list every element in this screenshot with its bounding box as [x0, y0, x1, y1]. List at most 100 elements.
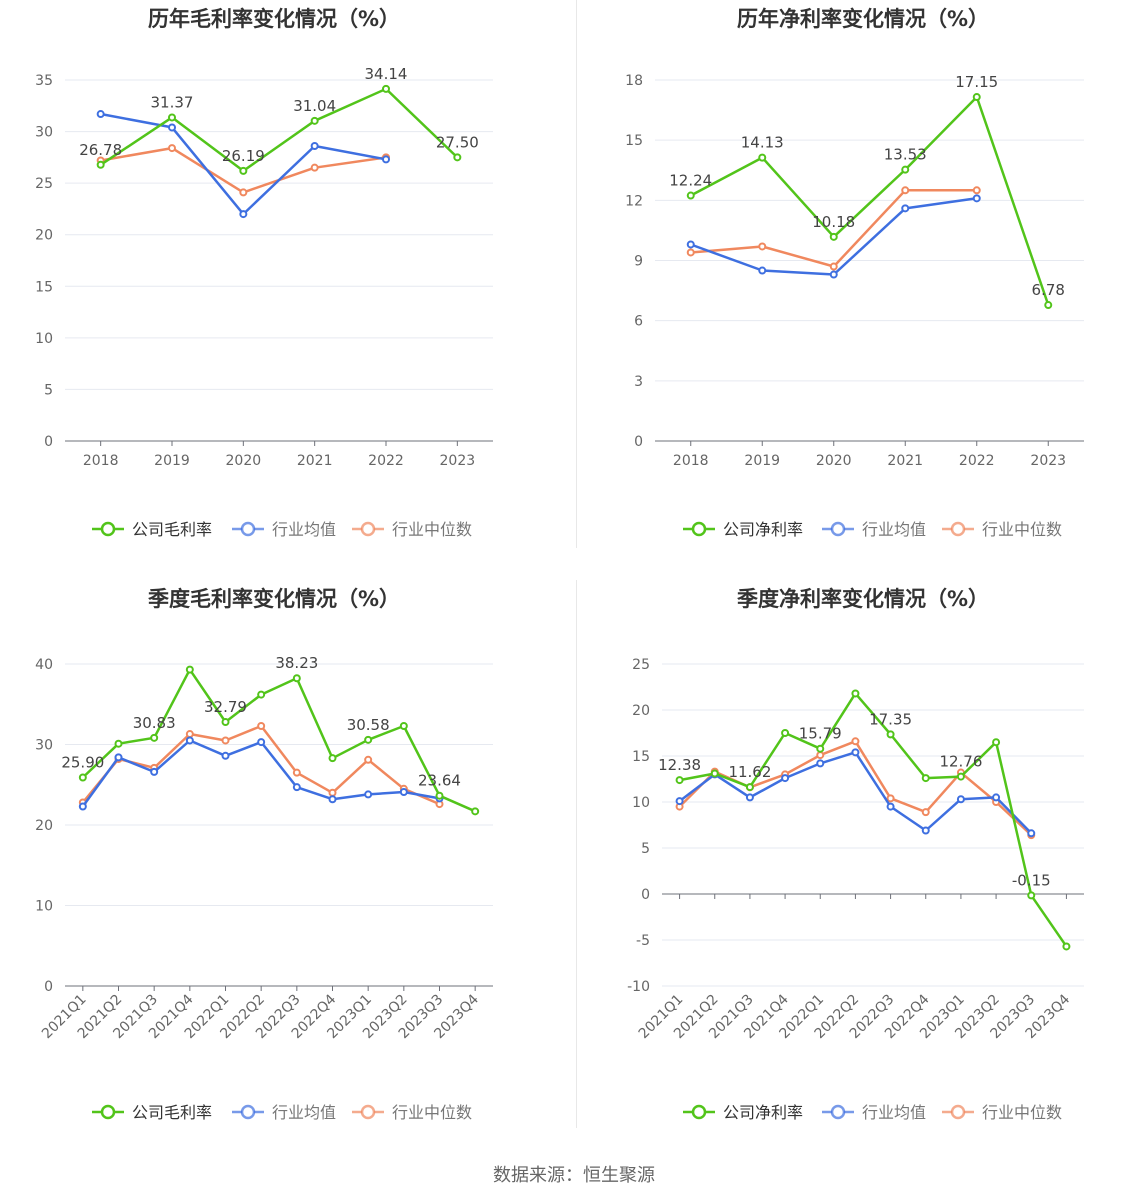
data-point-company — [992, 738, 1001, 747]
legend-label: 公司毛利率 — [132, 520, 212, 539]
data-point-avg — [382, 155, 390, 164]
data-point-company — [686, 191, 695, 200]
data-point-avg — [972, 194, 981, 203]
data-point-median — [972, 186, 981, 195]
data-point-company — [185, 665, 194, 674]
data-point-company — [745, 783, 754, 792]
legend-item-avg[interactable]: 行业均值 — [822, 520, 926, 539]
data-point-company — [471, 807, 480, 816]
legend-marker — [950, 521, 966, 537]
y-tick-label: 15 — [35, 279, 53, 295]
data-point-median — [292, 768, 301, 777]
data-label: 12.76 — [939, 753, 982, 771]
data-label: 31.04 — [293, 97, 336, 115]
data-point-avg — [851, 748, 860, 757]
y-tick-label: 10 — [632, 795, 650, 811]
data-point-avg — [239, 210, 248, 219]
y-tick-label: 12 — [625, 193, 643, 209]
legend-label: 行业均值 — [862, 520, 926, 539]
data-point-avg — [1027, 829, 1036, 838]
x-tick-label: 2021 — [297, 453, 333, 469]
y-tick-label: 20 — [35, 228, 53, 244]
legend-item-company[interactable]: 公司净利率 — [683, 1103, 803, 1122]
data-label: 26.78 — [79, 141, 122, 159]
chart-title: 历年毛利率变化情况（%） — [148, 7, 400, 31]
y-tick-label: 15 — [632, 749, 650, 765]
y-tick-label: 10 — [35, 899, 53, 915]
y-tick-label: 25 — [35, 176, 53, 192]
data-point-company — [96, 160, 105, 169]
data-label: 17.15 — [955, 73, 998, 91]
data-point-avg — [901, 204, 910, 213]
data-label: 6.78 — [1032, 281, 1065, 299]
x-tick-label: 2018 — [83, 453, 119, 469]
data-point-company — [239, 166, 248, 175]
data-point-avg — [758, 266, 767, 275]
y-tick-label: 3 — [634, 374, 643, 390]
x-tick-label: 2021 — [887, 453, 923, 469]
data-point-company — [328, 754, 337, 763]
data-point-median — [257, 721, 266, 730]
legend-marker — [830, 521, 846, 537]
data-point-median — [364, 755, 373, 764]
data-point-avg — [686, 240, 695, 249]
data-source-note: 数据来源：恒生聚源 — [493, 1165, 655, 1186]
legend-item-median[interactable]: 行业中位数 — [352, 1103, 472, 1122]
data-point-median — [816, 751, 825, 760]
legend-item-avg[interactable]: 行业均值 — [822, 1103, 926, 1122]
data-point-company — [310, 116, 319, 125]
data-point-avg — [781, 774, 790, 783]
vertical-divider-top — [576, 0, 577, 548]
legend-marker — [240, 1104, 256, 1120]
data-label: 10.18 — [812, 213, 855, 231]
legend-item-company[interactable]: 公司净利率 — [683, 520, 803, 539]
legend-item-avg[interactable]: 行业均值 — [232, 520, 336, 539]
x-tick-label: 2023 — [1030, 453, 1066, 469]
data-point-avg — [886, 802, 895, 811]
data-point-company — [1062, 942, 1071, 951]
y-tick-label: 20 — [632, 703, 650, 719]
data-label: 15.79 — [799, 725, 842, 743]
legend-item-company[interactable]: 公司毛利率 — [92, 1103, 212, 1122]
legend-label: 行业均值 — [272, 520, 336, 539]
y-tick-label: 5 — [44, 382, 53, 398]
y-tick-label: 0 — [641, 887, 650, 903]
y-tick-label: 6 — [634, 314, 643, 330]
legend-item-median[interactable]: 行业中位数 — [352, 520, 472, 539]
y-tick-label: 0 — [44, 434, 53, 450]
data-point-company — [901, 165, 910, 174]
data-point-avg — [150, 767, 159, 776]
legend-item-median[interactable]: 行业中位数 — [942, 1103, 1062, 1122]
data-point-company — [435, 791, 444, 800]
data-point-company — [710, 769, 719, 778]
y-tick-label: -5 — [636, 933, 650, 949]
data-label: 31.37 — [151, 93, 194, 111]
legend-marker — [100, 521, 116, 537]
data-point-company — [399, 721, 408, 730]
y-tick-label: 20 — [35, 818, 53, 834]
x-tick-label: 2022 — [959, 453, 995, 469]
series-line-company — [690, 95, 1050, 306]
legend-item-company[interactable]: 公司毛利率 — [92, 520, 212, 539]
data-point-avg — [921, 826, 930, 835]
quarterly-gross-margin-chart: 季度毛利率变化情况（%）0102030402021Q12021Q22021Q32… — [35, 587, 493, 1122]
data-point-company — [1044, 301, 1053, 310]
y-tick-label: 18 — [625, 73, 643, 89]
data-point-company — [972, 93, 981, 102]
x-tick-label: 2018 — [673, 453, 709, 469]
y-tick-label: 30 — [35, 738, 53, 754]
data-point-company — [851, 689, 860, 698]
data-point-avg — [96, 110, 105, 119]
data-label: 14.13 — [741, 134, 784, 152]
data-label: 34.14 — [365, 65, 408, 83]
legend-item-median[interactable]: 行业中位数 — [942, 520, 1062, 539]
data-label: 38.23 — [275, 654, 318, 672]
data-label: 12.24 — [669, 172, 712, 190]
chart-title: 历年净利率变化情况（%） — [737, 7, 989, 31]
data-point-company — [675, 776, 684, 785]
x-tick-label: 2020 — [816, 453, 852, 469]
legend-marker — [100, 1104, 116, 1120]
legend-item-avg[interactable]: 行业均值 — [232, 1103, 336, 1122]
data-point-median — [901, 186, 910, 195]
x-tick-label: 2022 — [368, 453, 404, 469]
